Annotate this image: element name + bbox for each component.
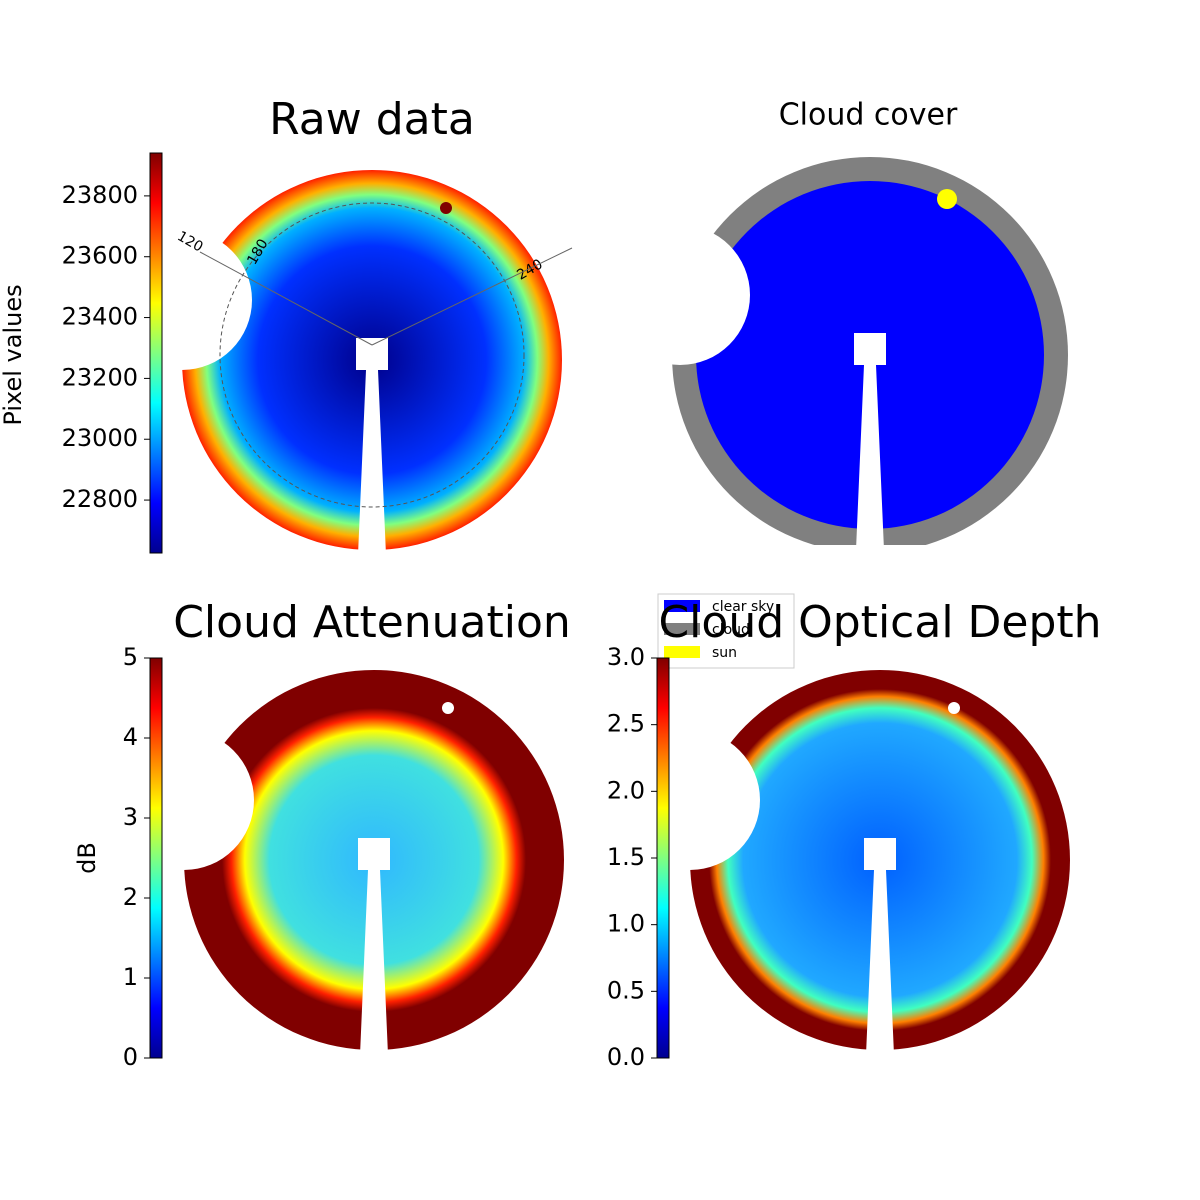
sky-image [112,170,582,575]
colorbar-tick-label: 2.0 [607,776,645,804]
sun-marker [937,189,957,209]
colorbar-tick-label: 23600 [62,242,138,270]
legend-label: cloud [712,622,750,638]
legend-label: sun [712,645,737,661]
colorbar [149,152,163,554]
colorbar-tick-label: 0.0 [607,1043,645,1071]
sun-spot [948,702,960,714]
chart-title: Cloud Attenuation [173,597,571,648]
colorbar-tick-label: 1.5 [607,843,645,871]
legend-swatch [664,646,700,658]
image-cutout [610,225,750,365]
sky-image [620,670,1090,1075]
colorbar-tick-label: 2.5 [607,710,645,738]
colorbar-tick-label: 23000 [62,424,138,452]
colorbar-tick-label: 23800 [62,181,138,209]
colorbar [656,657,670,1059]
azimuth-line [199,251,373,346]
polar-grid [219,202,525,508]
chart-title: Cloud Optical Depth [658,597,1101,648]
colorbar-tick-label: 22800 [62,485,138,513]
frame-mask [162,550,582,575]
colorbar [149,657,163,1059]
frame-mask [670,1050,1090,1075]
colorbar-tick-label: 1 [123,963,138,991]
colorbar-tick-label: 23400 [62,303,138,331]
image-cutout [620,730,760,870]
image-cutout [112,230,252,370]
colorbar-tick-label: 3 [123,803,138,831]
colorbar-tick-label: 2 [123,883,138,911]
sun-spot [440,202,452,214]
tower-mask [358,838,390,1055]
sky-image [114,670,584,1075]
colorbar-tick-label: 0.5 [607,976,645,1004]
colorbar-tick-label: 4 [123,723,138,751]
sky-image [610,157,1080,570]
colorbar-label: Pixel values [0,284,27,425]
image-cutout [114,730,254,870]
colorbar-tick-label: 23200 [62,363,138,391]
azimuth-line [371,247,573,346]
legend-label: clear sky [712,599,774,615]
colorbar-tick-label: 3.0 [607,643,645,671]
chart-title: Cloud cover [779,98,958,133]
colorbar-tick-label: 1.0 [607,910,645,938]
tower-mask [864,838,896,1055]
colorbar-tick-label: 0 [123,1043,138,1071]
chart-title: Raw data [269,94,475,145]
colorbar-label: dB [73,842,101,874]
frame-mask [660,545,1080,570]
colorbar-tick-label: 5 [123,643,138,671]
sun-spot [442,702,454,714]
tower-mask [854,333,886,550]
tower-mask [356,338,388,555]
frame-mask [164,1050,584,1075]
legend-swatch [664,600,700,612]
legend-swatch [664,623,700,635]
